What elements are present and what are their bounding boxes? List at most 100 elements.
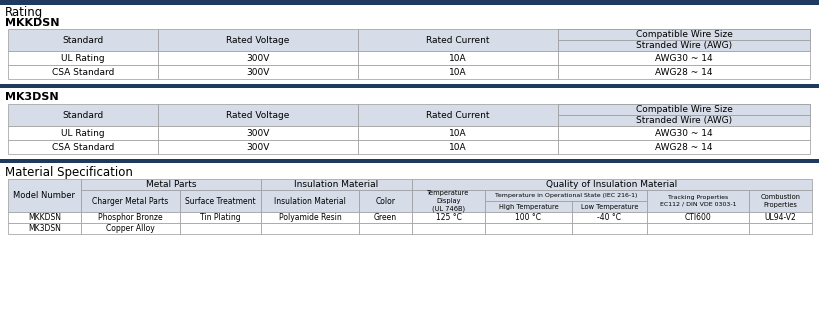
Bar [8,126,158,140]
Bar [158,65,358,79]
Bar [8,140,158,154]
Text: 300V: 300V [246,68,269,77]
Bar [484,223,572,234]
Bar [180,223,260,234]
Bar [557,104,809,115]
Text: MKKDSN: MKKDSN [5,18,60,28]
Bar [646,212,748,223]
Bar [572,212,646,223]
Bar [358,65,557,79]
Text: Insulation Material: Insulation Material [274,196,346,205]
Bar [557,126,809,140]
Text: High Temperature: High Temperature [498,204,558,210]
Text: Phosphor Bronze: Phosphor Bronze [98,213,163,222]
Bar [411,179,811,190]
Bar [358,29,557,51]
Bar [359,212,411,223]
Bar [358,140,557,154]
Bar [8,179,81,212]
Text: Stranded Wire (AWG): Stranded Wire (AWG) [636,116,731,125]
Text: AWG28 ~ 14: AWG28 ~ 14 [654,143,712,151]
Bar [557,51,809,65]
Bar [8,212,81,223]
Bar [260,212,359,223]
Text: Polyamide Resin: Polyamide Resin [278,213,341,222]
Bar [646,190,748,212]
Bar [81,212,180,223]
Text: Green: Green [373,213,396,222]
Bar [358,104,557,126]
Bar [748,223,811,234]
Text: MK3DSN: MK3DSN [28,224,61,233]
Text: Insulation Material: Insulation Material [294,180,378,189]
Bar [180,212,260,223]
Text: Color: Color [375,196,395,205]
Bar [557,104,809,126]
Bar [748,190,811,212]
Bar [81,223,180,234]
Bar [484,212,572,223]
Text: Material Specification: Material Specification [5,166,133,178]
Text: Compatible Wire Size: Compatible Wire Size [635,105,731,114]
Text: Compatible Wire Size: Compatible Wire Size [635,30,731,39]
Text: AWG30 ~ 14: AWG30 ~ 14 [654,53,712,62]
Text: Rated Current: Rated Current [426,110,489,119]
Text: Low Temperature: Low Temperature [580,204,637,210]
Text: CTI600: CTI600 [684,213,711,222]
Text: 300V: 300V [246,128,269,137]
Bar [572,201,646,212]
Text: MKKDSN: MKKDSN [28,213,61,222]
Bar [260,179,411,190]
Text: Tin Plating: Tin Plating [200,213,241,222]
Bar [411,223,484,234]
Bar [358,126,557,140]
Bar [646,223,748,234]
Text: Charger Metal Parts: Charger Metal Parts [93,196,169,205]
Text: 10A: 10A [449,128,466,137]
Bar [180,190,260,212]
Text: 10A: 10A [449,68,466,77]
Bar [411,190,484,212]
Bar [557,29,809,40]
Bar [8,29,158,51]
Text: Standard: Standard [62,110,103,119]
Bar [81,190,180,212]
Bar [158,104,358,126]
Text: Metal Parts: Metal Parts [146,180,196,189]
Bar [557,65,809,79]
Bar [411,212,484,223]
Bar [557,115,809,126]
Text: Quality of Insulation Material: Quality of Insulation Material [545,180,676,189]
Bar [0,0,819,5]
Bar [81,179,260,190]
Bar [158,126,358,140]
Text: Standard: Standard [62,35,103,44]
Text: Copper Alloy: Copper Alloy [106,224,155,233]
Text: UL94-V2: UL94-V2 [763,213,795,222]
Bar [484,201,572,212]
Bar [8,65,158,79]
Text: 300V: 300V [246,143,269,151]
Text: Rated Voltage: Rated Voltage [226,35,289,44]
Text: Rating: Rating [5,5,43,18]
Bar [557,29,809,51]
Bar [0,84,819,88]
Bar [484,190,646,201]
Text: UL Rating: UL Rating [61,128,105,137]
Text: 300V: 300V [246,53,269,62]
Text: AWG28 ~ 14: AWG28 ~ 14 [654,68,712,77]
Bar [0,159,819,163]
Text: Model Number: Model Number [13,191,75,200]
Bar [572,223,646,234]
Text: Combustion
Properties: Combustion Properties [759,194,799,208]
Text: 10A: 10A [449,143,466,151]
Bar [260,223,359,234]
Bar [359,190,411,212]
Bar [158,29,358,51]
Bar [557,140,809,154]
Bar [158,140,358,154]
Text: 10A: 10A [449,53,466,62]
Bar [8,223,81,234]
Text: Rated Voltage: Rated Voltage [226,110,289,119]
Text: 100 °C: 100 °C [515,213,541,222]
